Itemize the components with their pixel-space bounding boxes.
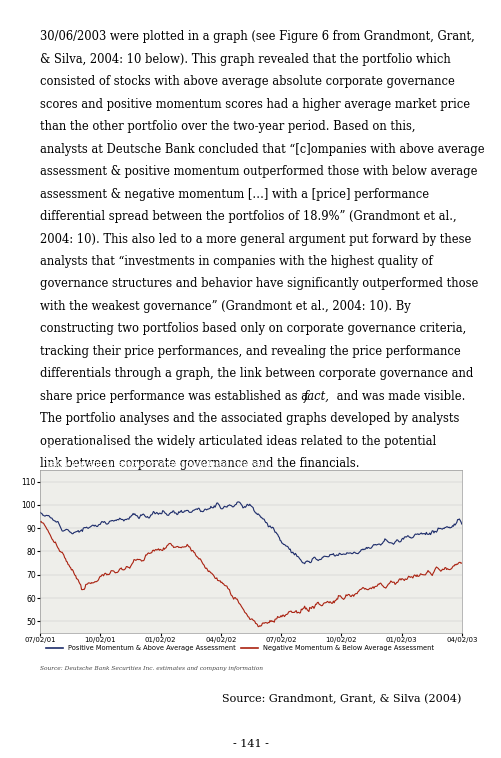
Text: Source: Deutsche Bank Securities Inc. estimates and company information: Source: Deutsche Bank Securities Inc. es… <box>40 666 263 671</box>
Text: Figure 6: S&P 500   Above average assessment & positive momentum vs.: Figure 6: S&P 500 Above average assessme… <box>47 444 327 453</box>
Text: below average & negative momentum (indexed, two years): below average & negative momentum (index… <box>47 460 274 469</box>
Text: assessment & positive momentum outperformed those with below average: assessment & positive momentum outperfor… <box>40 165 477 178</box>
Text: 2004: 10). This also led to a more general argument put forward by these: 2004: 10). This also led to a more gener… <box>40 233 470 246</box>
Text: differentials through a graph, the link between corporate governance and: differentials through a graph, the link … <box>40 368 472 381</box>
Legend: Positive Momentum & Above Average Assessment, Negative Momentum & Below Average : Positive Momentum & Above Average Assess… <box>44 642 436 653</box>
Text: - 141 -: - 141 - <box>232 739 269 749</box>
Text: link between corporate governance and the financials.: link between corporate governance and th… <box>40 457 359 470</box>
Text: analysts at Deutsche Bank concluded that “[c]ompanies with above average: analysts at Deutsche Bank concluded that… <box>40 143 484 155</box>
Text: governance structures and behavior have significantly outperformed those: governance structures and behavior have … <box>40 277 477 290</box>
Text: operationalised the widely articulated ideas related to the potential: operationalised the widely articulated i… <box>40 435 435 448</box>
Text: constructing two portfolios based only on corporate governance criteria,: constructing two portfolios based only o… <box>40 322 465 335</box>
Text: 30/06/2003 were plotted in a graph (see Figure 6 from Grandmont, Grant,: 30/06/2003 were plotted in a graph (see … <box>40 30 474 43</box>
Text: analysts that “investments in companies with the highest quality of: analysts that “investments in companies … <box>40 255 432 268</box>
Text: consisted of stocks with above average absolute corporate governance: consisted of stocks with above average a… <box>40 75 454 88</box>
Text: fact,: fact, <box>303 390 329 402</box>
Text: with the weakest governance” (Grandmont et al., 2004: 10). By: with the weakest governance” (Grandmont … <box>40 300 410 313</box>
Text: and was made visible.: and was made visible. <box>332 390 464 402</box>
Text: than the other portfolio over the two-year period. Based on this,: than the other portfolio over the two-ye… <box>40 121 415 133</box>
Text: differential spread between the portfolios of 18.9%” (Grandmont et al.,: differential spread between the portfoli… <box>40 210 456 223</box>
Text: scores and positive momentum scores had a higher average market price: scores and positive momentum scores had … <box>40 98 469 111</box>
Text: share price performance was established as a: share price performance was established … <box>40 390 311 402</box>
Text: The portfolio analyses and the associated graphs developed by analysts: The portfolio analyses and the associate… <box>40 412 458 425</box>
Text: & Silva, 2004: 10 below). This graph revealed that the portfolio which: & Silva, 2004: 10 below). This graph rev… <box>40 53 450 66</box>
Text: assessment & negative momentum […] with a [price] performance: assessment & negative momentum […] with … <box>40 187 428 201</box>
Text: tracking their price performances, and revealing the price performance: tracking their price performances, and r… <box>40 345 460 358</box>
Text: Source: Grandmont, Grant, & Silva (2004): Source: Grandmont, Grant, & Silva (2004) <box>222 694 461 704</box>
